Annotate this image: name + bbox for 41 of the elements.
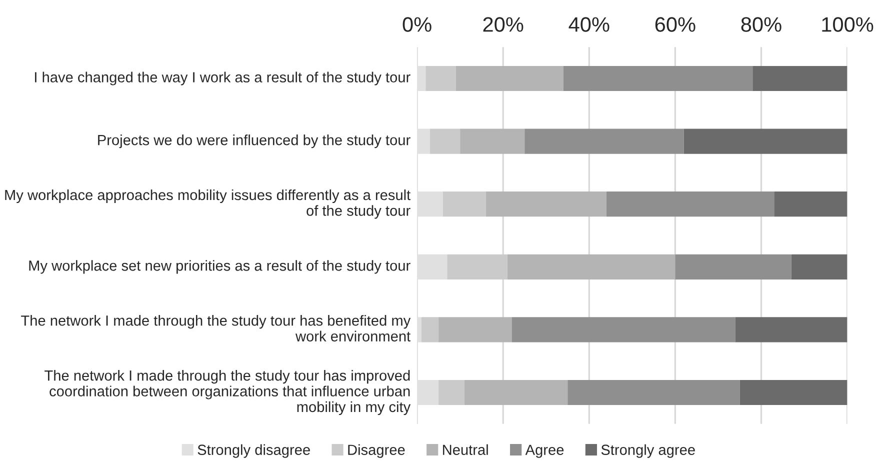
bar (464, 380, 568, 406)
y-tick-label: My workplace set new priorities as a result of the study tour (29, 260, 410, 274)
x-tick-label: 60% (655, 17, 696, 32)
bar (447, 254, 508, 280)
legend-label: Strongly disagree (198, 444, 310, 458)
y-tick-label: The network I made through the study tour has benefited my work environment (21, 315, 411, 342)
legend-label: Neutral (443, 444, 488, 455)
x-tick-label: 0% (402, 17, 432, 32)
bar (791, 254, 848, 280)
legend-label: Disagree (348, 444, 405, 458)
y-tick-label: I have changed the way I work as a result of the study tour (35, 72, 410, 86)
bar (438, 317, 512, 342)
y-tick-label: My workplace approaches mobility issues differently as a result of the study tour (5, 189, 411, 219)
bar (430, 128, 460, 154)
bar (774, 192, 848, 217)
x-tick-label: 80% (741, 17, 782, 32)
y-tick-label: Projects we do were influenced by the study tour (98, 134, 410, 148)
bar (421, 317, 439, 342)
bar (752, 66, 848, 92)
x-tick-label: 100% (822, 17, 874, 32)
bar (486, 192, 606, 217)
bar (563, 66, 753, 92)
bar (442, 192, 486, 217)
bar (735, 317, 848, 342)
bar (456, 66, 564, 92)
bar (426, 66, 456, 92)
bar (606, 192, 774, 217)
bar (568, 380, 740, 406)
bar (438, 380, 464, 406)
legend-label: Strongly agree (601, 444, 695, 458)
bar (507, 254, 676, 280)
bar (675, 254, 792, 280)
bar (460, 128, 525, 154)
bar (512, 317, 736, 342)
bar (684, 128, 848, 154)
x-tick-label: 20% (483, 17, 524, 32)
legend-label: Agree (525, 444, 564, 458)
y-tick-label: The network I made through the study tour has improved coordination between organizations that influence urban mobility in my city (44, 370, 411, 416)
x-tick-label: 40% (568, 17, 610, 32)
bar (740, 380, 848, 406)
bar (524, 128, 684, 154)
